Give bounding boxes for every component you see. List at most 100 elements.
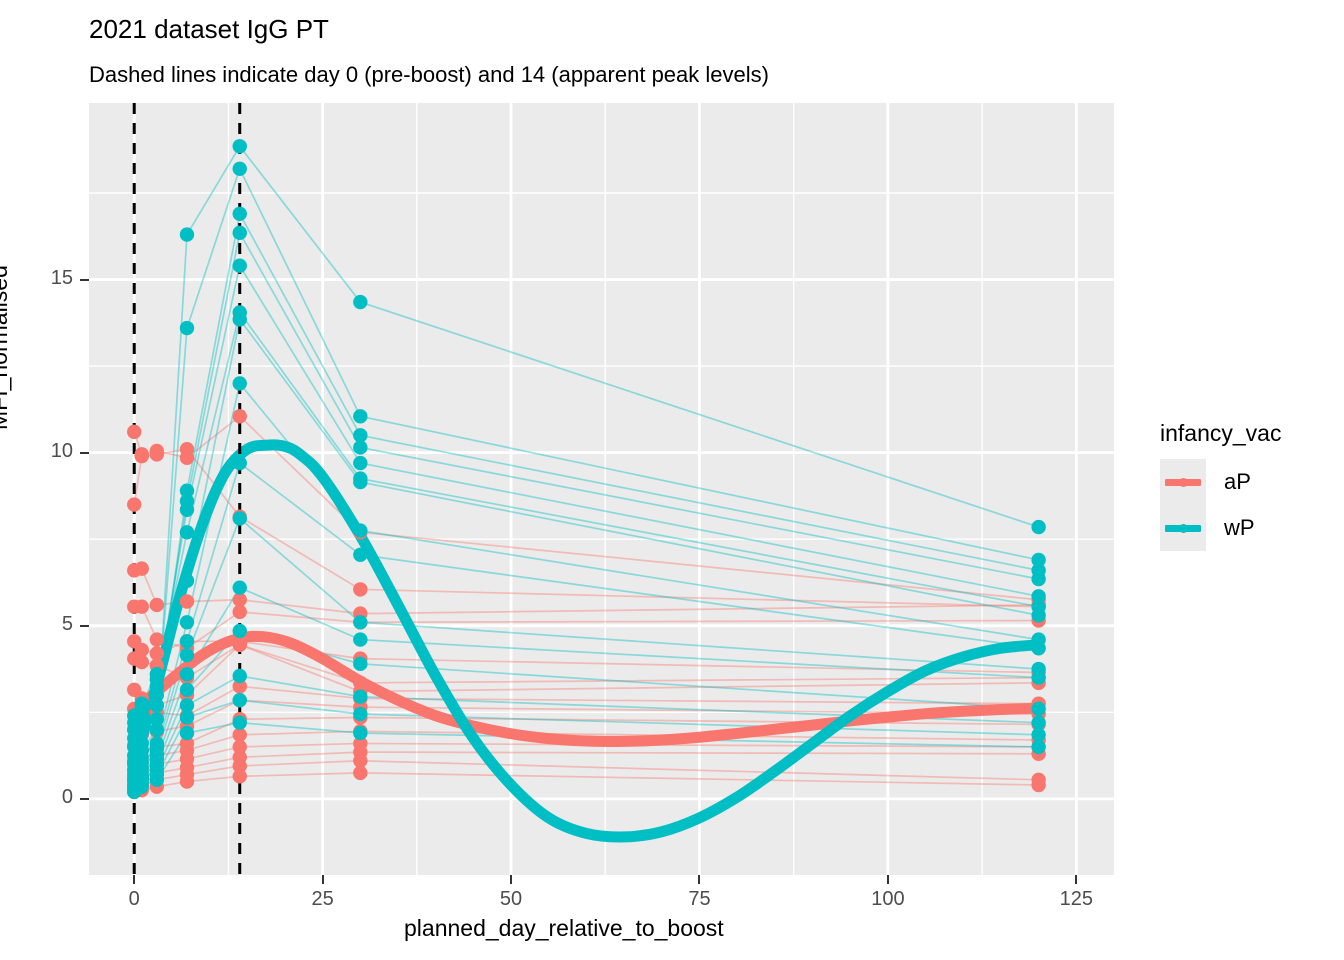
subject-lines (133, 145, 1040, 793)
data-point-aP (134, 448, 149, 464)
legend-key-wP (1160, 505, 1206, 551)
x-tick-mark (510, 875, 513, 884)
data-point-aP (353, 582, 368, 597)
data-point-wP (232, 139, 247, 154)
data-point-aP (232, 727, 247, 742)
x-tick-mark (133, 875, 136, 884)
data-point-wP (179, 667, 195, 682)
data-point-wP (353, 689, 368, 704)
y-tick-mark (80, 624, 89, 627)
legend-item-wP[interactable]: wP (1160, 505, 1340, 551)
data-point-wP (179, 710, 195, 725)
data-point-wP (179, 615, 195, 630)
data-point-wP (232, 258, 247, 273)
legend-label: aP (1224, 469, 1251, 494)
data-point-aP (149, 646, 165, 661)
x-tick-mark (698, 875, 701, 884)
data-point-aP (1031, 777, 1046, 793)
data-point-wP (232, 225, 247, 241)
subject-line-wP (133, 311, 1040, 724)
page-title: 2021 dataset IgG PT (89, 14, 329, 44)
data-point-aP (179, 441, 195, 457)
data-point-aP (149, 447, 165, 462)
y-tick-label: 5 (61, 612, 73, 635)
data-point-aP (232, 679, 247, 694)
y-tick-mark (80, 451, 89, 454)
data-point-aP (232, 769, 247, 784)
data-point-aP (149, 632, 165, 647)
data-point-aP (353, 753, 368, 768)
data-point-wP (1031, 552, 1046, 568)
data-point-wP (353, 656, 368, 672)
data-point-wP (149, 667, 165, 682)
subject-line-wP (133, 167, 1040, 757)
plot-panel (89, 103, 1114, 875)
data-point-aP (232, 409, 247, 424)
legend-title: infancy_vac (1160, 420, 1282, 446)
x-tick-label: 50 (499, 888, 523, 910)
data-point-aP (127, 497, 142, 512)
x-tick-mark (886, 875, 889, 884)
data-point-wP (232, 692, 247, 708)
data-point-wP (1031, 727, 1046, 742)
y-tick-label: 15 (50, 266, 73, 289)
data-point-wP (1031, 608, 1046, 623)
data-point-wP (134, 696, 149, 711)
data-point-wP (1031, 739, 1046, 755)
data-point-aP (232, 637, 247, 652)
x-tick-label: 25 (311, 888, 334, 910)
data-point-wP (179, 647, 195, 663)
data-point-wP (179, 227, 195, 242)
data-point-wP (1031, 641, 1046, 656)
data-point-wP (1031, 670, 1046, 685)
data-point-wP (232, 511, 247, 526)
data-point-wP (232, 161, 247, 176)
data-point-aP (149, 597, 165, 613)
data-point-wP (179, 573, 195, 588)
data-point-wP (353, 615, 368, 630)
data-point-wP (232, 668, 247, 684)
data-point-wP (232, 206, 247, 221)
data-point-wP (179, 634, 195, 649)
data-point-wP (149, 772, 165, 787)
x-tick-label: 100 (871, 888, 905, 910)
subject-line-wP (133, 721, 1040, 793)
data-point-aP (134, 599, 149, 614)
x-axis-label: planned_day_relative_to_boost (404, 915, 724, 941)
data-point-aP (232, 758, 247, 774)
data-point-wP (353, 632, 368, 647)
data-point-wP (232, 623, 247, 639)
data-point-wP (1031, 589, 1046, 604)
data-point-aP (134, 561, 149, 576)
subject-line-wP (133, 212, 1040, 748)
legend-label: wP (1224, 515, 1255, 540)
data-point-wP (353, 455, 368, 471)
data-point-wP (1031, 701, 1046, 717)
data-points (127, 139, 1046, 800)
data-point-wP (1031, 715, 1046, 730)
data-point-aP (179, 774, 195, 789)
data-point-wP (232, 455, 247, 471)
data-point-wP (353, 409, 368, 424)
legend-swatch-dot (1178, 523, 1188, 533)
data-point-wP (179, 698, 195, 713)
data-point-aP (353, 765, 368, 781)
data-point-wP (134, 779, 149, 794)
y-tick-mark (80, 278, 89, 281)
data-point-wP (353, 428, 368, 443)
x-tick-mark (1075, 875, 1078, 884)
legend-item-aP[interactable]: aP (1160, 459, 1340, 505)
data-point-wP (149, 722, 165, 737)
data-point-wP (353, 706, 368, 722)
y-axis-label: MFI_normalised (0, 265, 12, 430)
legend-swatch-dot (1178, 477, 1188, 487)
data-point-wP (232, 312, 247, 327)
data-point-wP (1031, 571, 1046, 587)
data-point-wP (232, 376, 247, 391)
data-point-wP (179, 725, 195, 741)
data-point-wP (179, 682, 195, 697)
y-tick-label: 10 (50, 439, 73, 462)
y-tick-label: 0 (61, 785, 73, 808)
data-point-wP (149, 712, 165, 727)
